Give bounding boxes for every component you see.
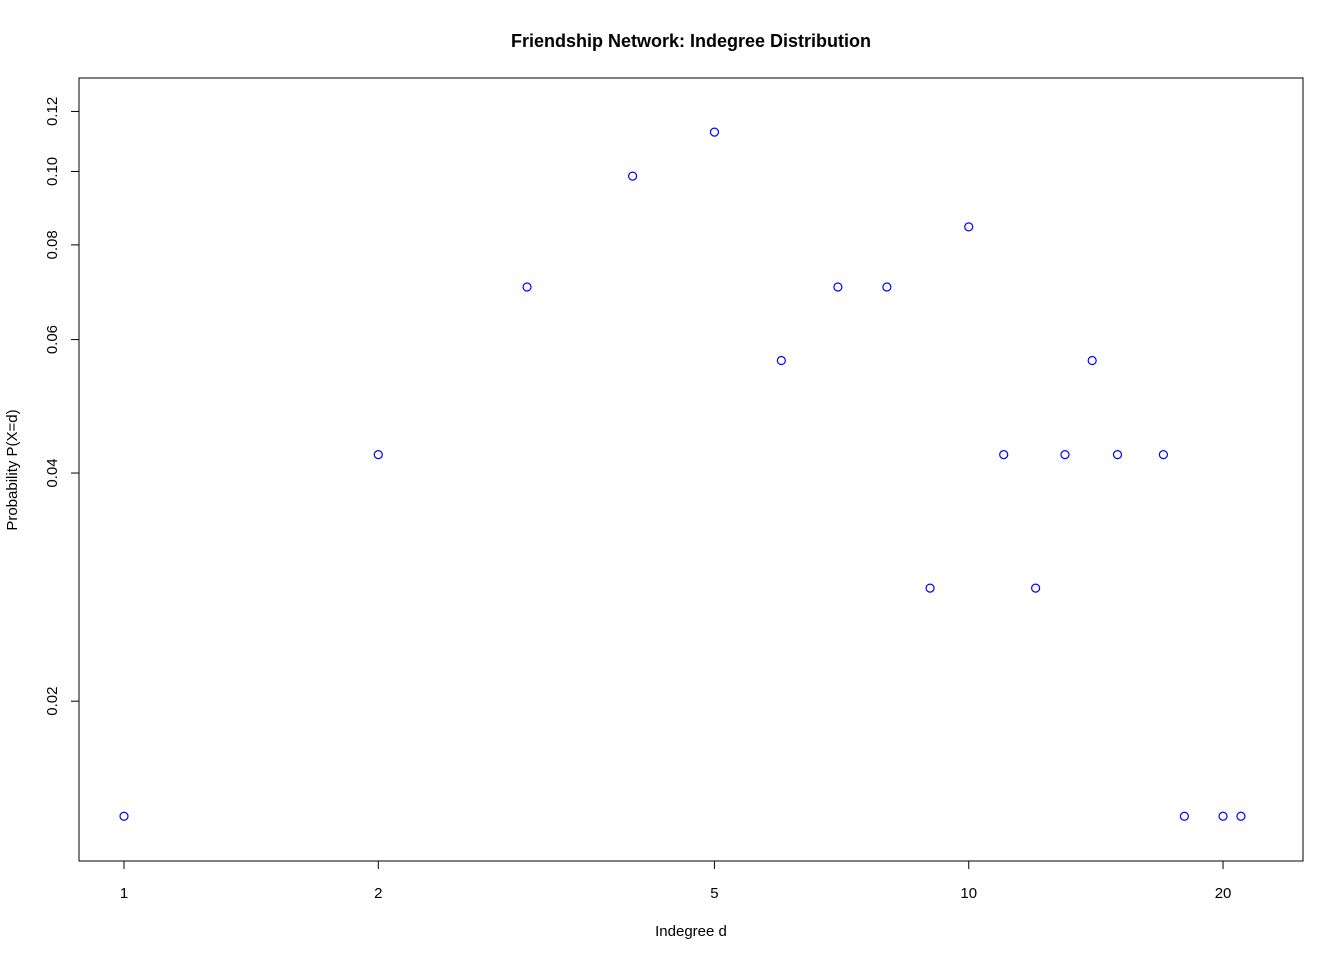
data-points (119, 127, 1246, 821)
x-tick-label: 1 (120, 885, 128, 902)
x-tick-label: 20 (1215, 885, 1232, 902)
data-point (627, 171, 638, 181)
data-point (1236, 811, 1246, 821)
y-tick-label: 0.12 (44, 97, 61, 126)
y-axis-label: Probability P(X=d) (4, 409, 21, 530)
data-point (964, 222, 974, 232)
data-point (776, 355, 786, 366)
y-tick-label: 0.08 (44, 230, 61, 259)
x-axis: 1 2 5 10 20 (120, 860, 1232, 902)
x-tick-label: 5 (710, 885, 718, 902)
data-point (1179, 811, 1189, 821)
y-tick-label: 0.02 (44, 687, 61, 716)
y-axis: 0.02 0.04 0.06 0.08 0.10 0.12 (44, 97, 80, 716)
data-point (925, 583, 935, 593)
data-point (1087, 355, 1097, 366)
x-tick-label: 10 (960, 885, 977, 902)
data-point (1031, 583, 1041, 593)
y-tick-label: 0.04 (44, 458, 61, 487)
y-tick-label: 0.10 (44, 157, 61, 186)
data-point (522, 282, 532, 292)
chart-title: Friendship Network: Indegree Distributio… (511, 31, 871, 51)
data-point (882, 282, 892, 292)
data-point (1060, 450, 1070, 460)
data-point (119, 811, 129, 821)
y-tick-label: 0.06 (44, 325, 61, 354)
data-point (999, 450, 1009, 460)
plot-frame (78, 77, 1304, 862)
x-axis-label: Indegree d (655, 923, 727, 940)
x-tick-label: 2 (374, 885, 382, 902)
data-point (373, 450, 383, 460)
data-point (1112, 450, 1123, 460)
data-point (709, 127, 720, 137)
data-point (1218, 811, 1228, 821)
data-point (833, 282, 843, 292)
data-point (1158, 450, 1169, 460)
